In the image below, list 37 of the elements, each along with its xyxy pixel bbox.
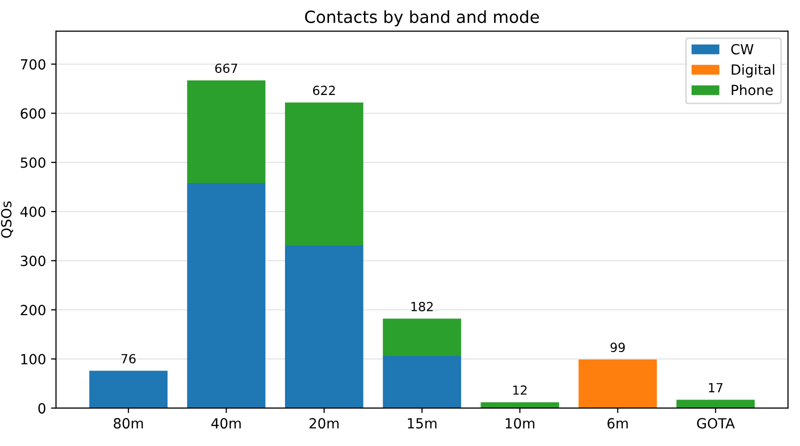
x-tick-label: 20m: [310, 418, 339, 429]
y-tick-label: 500: [20, 157, 46, 168]
x-tick-label: 15m: [408, 418, 436, 429]
bar: [480, 402, 560, 408]
y-tick-label: 600: [20, 108, 46, 119]
x-tick-label: 10m: [506, 418, 534, 429]
bar: [284, 245, 364, 408]
chart-title: Contacts by band and mode: [305, 10, 539, 26]
bar: [187, 80, 266, 184]
total-label: 76: [121, 354, 136, 364]
bar: [578, 359, 657, 408]
bar: [187, 183, 266, 408]
bar: [89, 370, 168, 408]
legend-label: CW: [731, 44, 754, 54]
legend-label: Phone: [732, 84, 773, 96]
y-tick-label: 700: [20, 59, 46, 70]
y-tick-label: 0: [38, 403, 46, 414]
y-tick-label: 400: [20, 206, 46, 218]
bar: [284, 102, 364, 246]
y-tick-label: 100: [21, 354, 46, 364]
y-axis-title: QSOs: [1, 201, 14, 238]
bar: [382, 356, 462, 408]
x-tick-label: 40m: [211, 418, 241, 429]
y-tick-label: 200: [20, 304, 46, 316]
total-label: 667: [215, 64, 238, 74]
total-label: 12: [513, 385, 527, 395]
total-label: 99: [610, 342, 625, 352]
bar: [676, 400, 755, 408]
x-tick-label: 80m: [114, 418, 143, 429]
x-tick-label: 6m: [608, 418, 628, 429]
bar: [382, 318, 462, 356]
legend-label: Digital: [732, 64, 774, 78]
total-label: 182: [411, 302, 433, 312]
total-label: 17: [709, 383, 722, 392]
x-tick-label: GOTA: [697, 418, 735, 429]
y-tick-label: 300: [20, 256, 46, 266]
total-label: 622: [313, 86, 335, 96]
